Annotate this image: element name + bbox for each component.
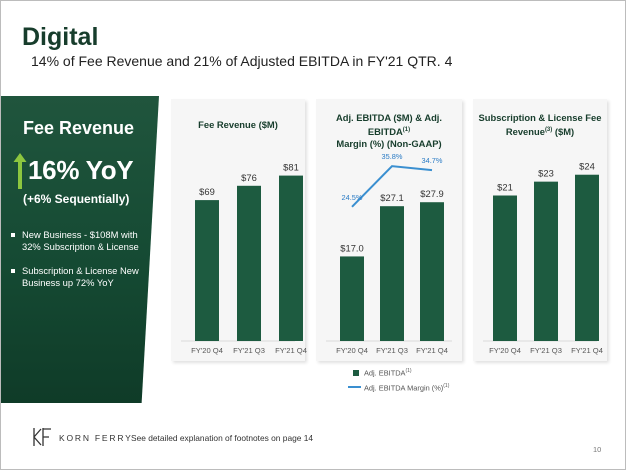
bar <box>420 202 444 341</box>
bar <box>534 181 558 341</box>
x-tick-label: FY'21 Q4 <box>275 346 307 355</box>
bar-value-label: $27.9 <box>420 188 443 199</box>
subscription-license-plot: $21 FY'20 Q4 $23 FY'21 Q3 $24 FY'21 Q4 <box>483 161 603 355</box>
bar <box>195 200 219 341</box>
margin-line <box>351 165 433 208</box>
panel-bullets: New Business - $108M with 32% Subscripti… <box>11 229 151 301</box>
chart-title-line1: Adj. EBITDA ($M) & Adj. EBITDA <box>335 112 443 138</box>
up-arrow-icon <box>13 153 27 189</box>
brand-name: KORN FERRY <box>59 433 133 443</box>
x-tick-label: FY'21 Q4 <box>416 346 448 355</box>
chart-title-line2-pre: Revenue <box>505 126 545 138</box>
x-tick-label: FY'21 Q4 <box>571 346 603 355</box>
page-number: 10 <box>593 445 602 454</box>
bar-value-label: $81 <box>283 162 299 173</box>
bar-value-label: $21 <box>497 182 513 193</box>
bar <box>237 185 261 341</box>
legend-line-entry: Adj. EBITDA Margin (%)(1) <box>364 383 449 392</box>
subscription-license-chart: Subscription & License Fee Revenue(3) ($… <box>473 99 607 361</box>
korn-ferry-logo <box>33 428 51 446</box>
legend-bar-entry: Adj. EBITDA(1) <box>364 368 412 377</box>
bar-value-label: $24 <box>579 161 595 172</box>
legend-bar-swatch <box>353 370 359 376</box>
x-tick-label: FY'21 Q3 <box>233 346 265 355</box>
bar-value-label: $23 <box>538 168 554 179</box>
bar-value-label: $69 <box>199 186 215 197</box>
line-value-label: 24.5% <box>342 193 363 202</box>
x-tick-label: FY'20 Q4 <box>336 346 368 355</box>
legend-bar-label: Adj. EBITDA <box>364 368 406 378</box>
bar <box>279 175 303 341</box>
chart-title-line2-post: ($M) <box>552 126 575 138</box>
x-tick-label: FY'20 Q4 <box>489 346 521 355</box>
footnote-text: See detailed explanation of footnotes on… <box>131 433 314 443</box>
bar-value-label: $76 <box>241 172 257 183</box>
fee-revenue-panel <box>1 96 159 403</box>
x-tick-label: FY'21 Q3 <box>530 346 562 355</box>
chart-title-sup: (1) <box>402 127 411 133</box>
line-value-label: 35.8% <box>382 152 403 161</box>
legend-bar-sup: (1) <box>405 368 412 374</box>
panel-heading: Fee Revenue <box>23 118 135 138</box>
chart-title: Adj. EBITDA ($M) & Adj. EBITDA(1) Margin… <box>316 112 462 150</box>
bullet-item: Subscription & License New Business up 7… <box>11 265 151 289</box>
line-value-label: 34.7% <box>422 156 443 165</box>
bar-value-label: $17.0 <box>340 242 363 253</box>
bar <box>340 256 364 341</box>
chart-title-line1: Subscription & License Fee <box>478 112 602 123</box>
bar <box>575 174 599 341</box>
page-title: Digital <box>22 23 99 51</box>
legend-line-sup: (1) <box>443 383 450 389</box>
chart-title: Fee Revenue ($M) <box>198 119 278 130</box>
adj-ebitda-plot: $17.0 FY'20 Q4 $27.1 FY'21 Q3 $27.9 FY'21 Q4 2… <box>326 152 452 355</box>
legend-line-label: Adj. EBITDA Margin (%) <box>364 383 444 393</box>
chart-title: Subscription & License Fee Revenue(3) ($… <box>473 112 607 138</box>
legend-line-swatch <box>348 386 361 388</box>
headline-growth: 16% YoY <box>28 155 134 185</box>
sequential-growth: (+6% Sequentially) <box>23 192 130 206</box>
chart-title-sup: (3) <box>544 127 553 133</box>
bar <box>493 195 517 341</box>
fee-revenue-plot: $69 FY'20 Q4 $76 FY'21 Q3 $81 FY'21 Q4 <box>181 162 307 355</box>
page-subtitle: 14% of Fee Revenue and 21% of Adjusted E… <box>31 53 453 69</box>
chart-title-line2: Margin (%) (Non-GAAP) <box>336 138 442 150</box>
bar-value-label: $27.1 <box>380 192 403 203</box>
x-tick-label: FY'21 Q3 <box>376 346 408 355</box>
fee-revenue-chart: Fee Revenue ($M) $69 FY'20 Q4 $76 FY'21 Q3 $… <box>171 99 307 361</box>
bullet-item: New Business - $108M with 32% Subscripti… <box>11 229 151 253</box>
x-tick-label: FY'20 Q4 <box>191 346 223 355</box>
bar <box>380 206 404 341</box>
adj-ebitda-chart: Adj. EBITDA ($M) & Adj. EBITDA(1) Margin… <box>316 99 462 361</box>
